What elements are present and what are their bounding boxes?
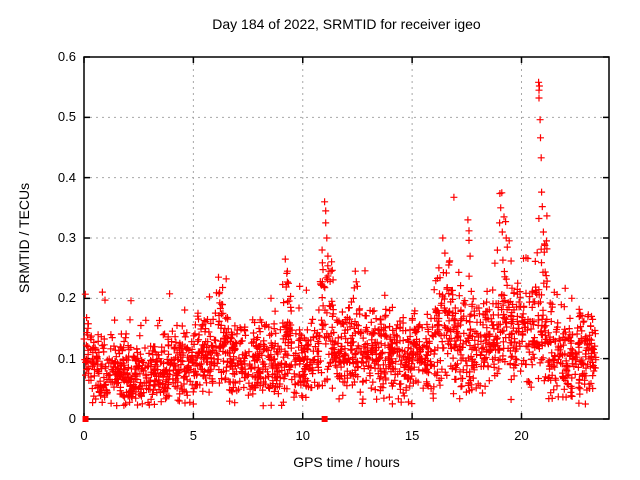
y-tick-label: 0.3 xyxy=(57,230,76,245)
scatter-points xyxy=(80,78,600,410)
y-tick-label: 0.1 xyxy=(57,350,76,366)
y-tick-label: 0.5 xyxy=(57,109,76,125)
x-tick-label: 15 xyxy=(404,428,420,443)
x-tick-label: 5 xyxy=(189,428,197,443)
y-tick-label: 0.6 xyxy=(57,49,76,64)
zero-square-markers xyxy=(82,416,328,422)
y-tick-label: 0 xyxy=(68,411,76,426)
zero-square-marker xyxy=(321,416,328,422)
zero-square-marker xyxy=(82,416,89,422)
x-tick-label: 0 xyxy=(80,428,88,443)
x-tick-label: 20 xyxy=(514,428,529,443)
gridlines xyxy=(84,57,609,419)
chart-title: Day 184 of 2022, SRMTID for receiver ige… xyxy=(212,16,481,32)
y-tick-label: 0.2 xyxy=(57,290,76,306)
x-tick-label: 10 xyxy=(295,428,310,443)
y-tick-label: 0.4 xyxy=(57,169,76,185)
x-axis-label: GPS time / hours xyxy=(293,454,400,470)
